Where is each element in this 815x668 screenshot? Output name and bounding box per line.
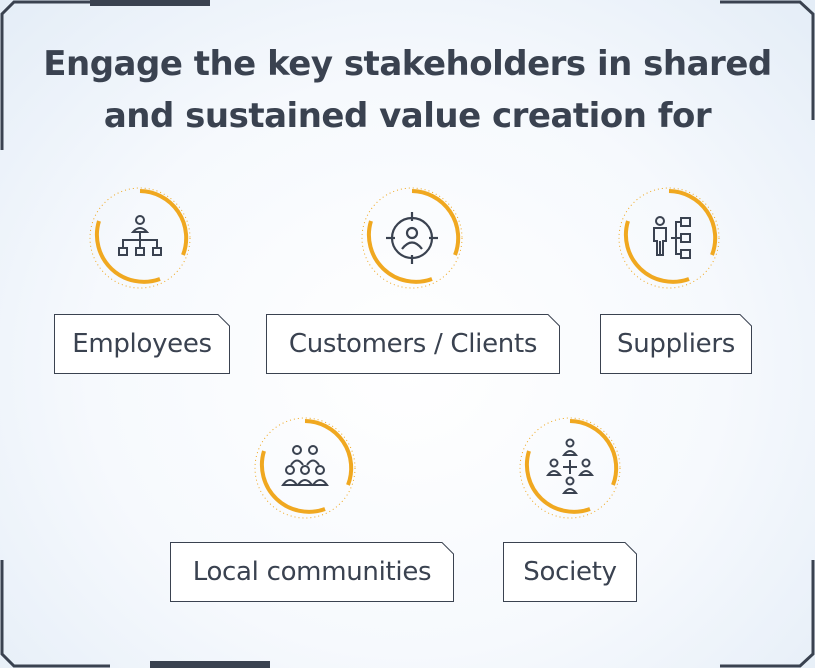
label-box-suppliers: Suppliers [600, 314, 752, 374]
employees-badge [85, 183, 195, 293]
label-box-communities: Local communities [170, 542, 454, 602]
label-box-customers: Customers / Clients [266, 314, 560, 374]
suppliers-badge [614, 183, 724, 293]
society-badge [515, 413, 625, 523]
communities-badge [250, 413, 360, 523]
label-box-society: Society [503, 542, 637, 602]
title-line-1: Engage the key stakeholders in shared [43, 44, 772, 84]
label-customers: Customers / Clients [288, 329, 538, 359]
org-chart-icon [89, 187, 191, 289]
person-hierarchy-icon [618, 187, 720, 289]
title-line-2: and sustained value creation for [103, 96, 712, 136]
label-box-employees: Employees [54, 314, 230, 374]
label-communities: Local communities [192, 557, 432, 587]
people-network-icon [519, 417, 621, 519]
label-employees: Employees [72, 329, 212, 359]
label-suppliers: Suppliers [617, 329, 735, 359]
label-society: Society [523, 557, 617, 587]
page-title: Engage the key stakeholders in shared an… [0, 38, 815, 142]
customers-badge [357, 183, 467, 293]
target-person-icon [361, 187, 463, 289]
group-people-icon [254, 417, 356, 519]
